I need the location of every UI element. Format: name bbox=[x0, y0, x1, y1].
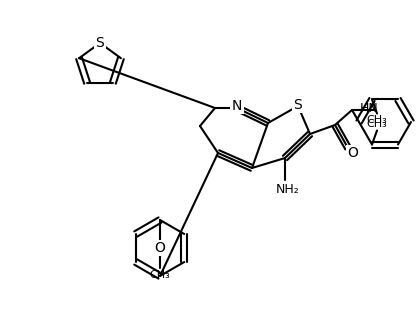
Text: CH₃: CH₃ bbox=[367, 118, 387, 128]
Text: S: S bbox=[294, 98, 302, 112]
Text: O: O bbox=[155, 241, 166, 255]
Text: CH₃: CH₃ bbox=[367, 116, 387, 125]
Text: HN: HN bbox=[360, 102, 379, 115]
Text: S: S bbox=[95, 36, 104, 50]
Text: CH₃: CH₃ bbox=[150, 270, 171, 280]
Text: O: O bbox=[347, 146, 359, 160]
Text: N: N bbox=[232, 99, 242, 113]
Text: NH₂: NH₂ bbox=[276, 182, 300, 196]
